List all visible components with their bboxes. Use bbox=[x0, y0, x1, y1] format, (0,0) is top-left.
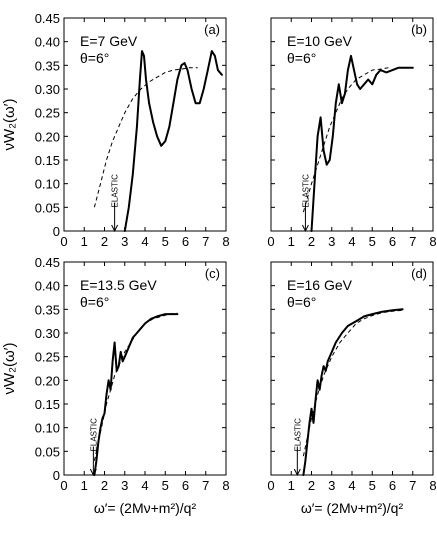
elastic-label: ELASTIC bbox=[293, 418, 302, 452]
x-tick-label: 2 bbox=[308, 234, 315, 249]
elastic-label: ELASTIC bbox=[111, 174, 120, 208]
annotation-line: E=13.5 GeV bbox=[80, 277, 157, 293]
panel-a: 0 1 2 3 4 5 6 7 800.050.100.150.200.250.300.350.… bbox=[1, 11, 230, 249]
x-tick-label: 3 bbox=[328, 478, 335, 493]
x-tick-label: 2 bbox=[101, 234, 108, 249]
x-tick-label: 7 bbox=[409, 234, 416, 249]
elastic-label: ELASTIC bbox=[301, 174, 310, 208]
x-tick-label: 4 bbox=[141, 478, 148, 493]
x-axis-label: ω′= (2Mν+m²)/q² bbox=[94, 500, 197, 516]
data-curve bbox=[310, 54, 414, 232]
x-tick-label: 3 bbox=[328, 234, 335, 249]
x-tick-label: 0 bbox=[60, 234, 67, 249]
x-tick-label: 4 bbox=[348, 478, 355, 493]
x-tick-label: 5 bbox=[369, 478, 376, 493]
y-tick-label: 0.05 bbox=[35, 200, 60, 215]
panel-label: (c) bbox=[205, 266, 220, 281]
y-tick-label: 0.25 bbox=[35, 350, 60, 365]
y-tick-label: 0.30 bbox=[35, 326, 60, 341]
y-axis-label: νW₂(ω′) bbox=[1, 99, 18, 151]
x-tick-label: 7 bbox=[202, 234, 209, 249]
y-tick-label: 0.30 bbox=[35, 82, 60, 97]
x-tick-label: 4 bbox=[141, 234, 148, 249]
data-curve bbox=[302, 308, 404, 476]
data-curve bbox=[123, 50, 223, 232]
elastic-arrow bbox=[293, 468, 301, 477]
dashed-curve bbox=[93, 312, 178, 461]
x-tick-label: 0 bbox=[60, 478, 67, 493]
x-tick-label: 5 bbox=[162, 234, 169, 249]
dashed-curve bbox=[93, 67, 198, 208]
y-tick-label: 0.15 bbox=[35, 153, 60, 168]
y-tick-label: 0.20 bbox=[35, 129, 60, 144]
x-tick-label: 7 bbox=[202, 478, 209, 493]
y-tick-label: 0.05 bbox=[35, 444, 60, 459]
annotation-line: E=10 GeV bbox=[287, 33, 353, 49]
panel-label: (a) bbox=[204, 22, 220, 37]
y-tick-label: 0.15 bbox=[35, 397, 60, 412]
data-curve bbox=[93, 313, 179, 476]
annotation-line: E=7 GeV bbox=[80, 33, 138, 49]
y-tick-label: 0.35 bbox=[35, 302, 60, 317]
y-tick-label: 0.35 bbox=[35, 58, 60, 73]
elastic-arrow bbox=[111, 224, 119, 233]
dashed-curve bbox=[302, 309, 403, 457]
x-tick-label: 8 bbox=[429, 478, 436, 493]
x-tick-label: 5 bbox=[369, 234, 376, 249]
x-tick-label: 1 bbox=[288, 478, 295, 493]
x-tick-label: 8 bbox=[222, 478, 229, 493]
y-tick-label: 0.10 bbox=[35, 177, 60, 192]
y-tick-label: 0.45 bbox=[35, 11, 60, 26]
x-tick-label: 6 bbox=[182, 478, 189, 493]
y-tick-label: 0.40 bbox=[35, 35, 60, 50]
x-tick-label: 8 bbox=[429, 234, 436, 249]
x-tick-label: 0 bbox=[267, 478, 274, 493]
y-tick-label: 0.25 bbox=[35, 106, 60, 121]
x-axis-label: ω′= (2Mν+m²)/q² bbox=[301, 500, 404, 516]
x-tick-label: 1 bbox=[288, 234, 295, 249]
x-tick-label: 6 bbox=[389, 478, 396, 493]
x-tick-label: 5 bbox=[162, 478, 169, 493]
y-tick-label: 0.40 bbox=[35, 279, 60, 294]
annotation-line: θ=6° bbox=[287, 50, 316, 66]
panel-label: (d) bbox=[411, 266, 427, 281]
x-tick-label: 1 bbox=[81, 478, 88, 493]
x-tick-label: 8 bbox=[222, 234, 229, 249]
elastic-arrow bbox=[301, 224, 309, 233]
x-tick-label: 2 bbox=[308, 478, 315, 493]
annotation-line: E=16 GeV bbox=[287, 277, 353, 293]
annotation-line: θ=6° bbox=[287, 294, 316, 310]
x-tick-label: 1 bbox=[81, 234, 88, 249]
x-tick-label: 6 bbox=[389, 234, 396, 249]
y-tick-label: 0.20 bbox=[35, 373, 60, 388]
y-tick-label: 0.10 bbox=[35, 421, 60, 436]
annotation-line: θ=6° bbox=[80, 50, 109, 66]
annotation-line: θ=6° bbox=[80, 294, 109, 310]
x-tick-label: 7 bbox=[409, 478, 416, 493]
x-tick-label: 4 bbox=[348, 234, 355, 249]
y-tick-label: 0 bbox=[53, 224, 60, 239]
dashed-curve bbox=[302, 67, 389, 213]
x-tick-label: 6 bbox=[182, 234, 189, 249]
x-tick-label: 0 bbox=[267, 234, 274, 249]
x-tick-label: 2 bbox=[101, 478, 108, 493]
panel-label: (b) bbox=[411, 22, 427, 37]
panel-c: 0 1 2 3 4 5 6 7 800.050.100.150.200.250.300.350.… bbox=[1, 255, 230, 516]
x-tick-label: 3 bbox=[121, 234, 128, 249]
elastic-label: ELASTIC bbox=[89, 418, 98, 452]
y-axis-label: νW₂(ω′) bbox=[1, 343, 18, 395]
y-tick-label: 0.45 bbox=[35, 255, 60, 270]
y-tick-label: 0 bbox=[53, 468, 60, 483]
x-tick-label: 3 bbox=[121, 478, 128, 493]
